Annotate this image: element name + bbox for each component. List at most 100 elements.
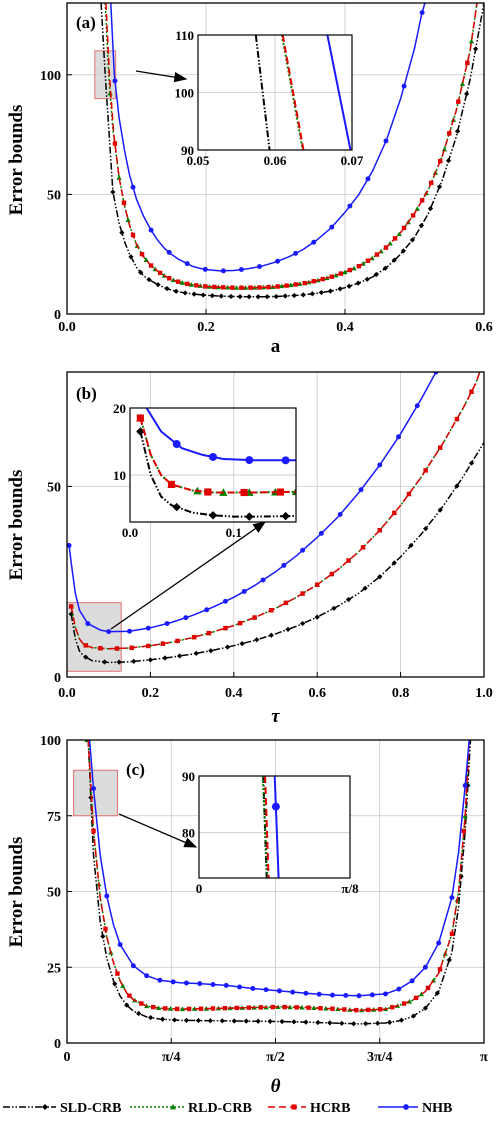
marker-nhb	[347, 203, 353, 209]
zoom-region-box	[66, 602, 122, 672]
marker-sld-crb	[398, 1017, 405, 1023]
series-line-hcrb	[87, 740, 470, 1012]
marker-hcrb	[157, 270, 163, 276]
marker-hcrb	[469, 389, 474, 394]
marker-rld-crb	[116, 175, 122, 180]
marker-hcrb	[392, 510, 397, 516]
marker-sld-crb	[291, 1019, 297, 1025]
marker-hcrb	[258, 1005, 264, 1010]
inset-series-line-hcrb	[264, 776, 270, 878]
marker-hcrb	[447, 131, 452, 136]
zoom-region-box	[94, 50, 117, 100]
marker-nhb	[223, 982, 229, 988]
marker-hcrb	[185, 281, 190, 287]
marker-sld-crb	[291, 292, 297, 299]
y-tick-label: 0	[54, 308, 61, 323]
inset-marker-sld-crb	[245, 512, 254, 521]
marker-rld-crb	[155, 1005, 162, 1011]
marker-hcrb	[248, 285, 253, 290]
legend-item-sld-crb: SLD-CRB	[3, 1101, 121, 1116]
inset-series-group	[261, 776, 280, 878]
marker-nhb	[330, 992, 335, 998]
y-tick-label: 100	[40, 69, 61, 84]
inset-frame	[197, 34, 353, 151]
marker-nhb	[183, 615, 189, 621]
marker-sld-crb	[208, 648, 214, 654]
marker-sld-crb	[362, 585, 368, 591]
marker-hcrb	[454, 416, 460, 422]
marker-sld-crb	[68, 611, 74, 617]
marker-sld-crb	[219, 1018, 225, 1024]
marker-hcrb	[163, 1006, 168, 1011]
inset-series-line-hcrb	[139, 417, 296, 494]
marker-sld-crb	[423, 526, 429, 532]
marker-hcrb	[175, 638, 180, 644]
marker-nhb	[220, 268, 226, 274]
marker-sld-crb	[148, 1014, 154, 1021]
marker-sld-crb	[218, 293, 224, 299]
marker-nhb	[281, 562, 287, 568]
marker-nhb	[91, 786, 97, 791]
marker-nhb	[300, 547, 306, 553]
marker-hcrb	[410, 213, 416, 218]
inset-y-tick-label: 110	[175, 28, 194, 43]
marker-hcrb	[311, 279, 316, 284]
marker-hcrb	[166, 276, 172, 281]
marker-sld-crb	[282, 293, 288, 299]
marker-sld-crb	[446, 957, 452, 963]
inset-x-tick-label: 0.05	[187, 153, 210, 168]
marker-sld-crb	[473, 46, 479, 52]
marker-hcrb	[365, 258, 371, 263]
marker-nhb	[422, 964, 428, 970]
marker-nhb	[318, 530, 324, 536]
marker-sld-crb	[193, 650, 199, 656]
marker-nhb	[365, 176, 371, 182]
marker-hcrb	[121, 200, 127, 205]
inset-series-group	[254, 35, 352, 150]
legend-marker	[170, 1104, 176, 1110]
marker-nhb	[104, 893, 110, 899]
marker-hcrb	[175, 279, 181, 284]
marker-hcrb	[438, 158, 443, 164]
marker-hcrb	[338, 271, 344, 276]
marker-hcrb	[186, 1006, 192, 1012]
marker-hcrb	[129, 645, 134, 651]
marker-nhb	[210, 982, 216, 987]
inset-marker-sld-crb	[281, 511, 290, 521]
marker-hcrb	[114, 646, 120, 651]
inset-series-line-rld-crb	[261, 776, 269, 878]
marker-hcrb	[230, 285, 235, 290]
marker-sld-crb	[228, 293, 234, 300]
y-tick-label: 25	[47, 961, 61, 976]
zoom-arrow	[110, 521, 267, 630]
marker-hcrb	[139, 251, 145, 257]
inset-series-line-sld-crb	[254, 35, 271, 150]
inset: 0.05 0.06 0.07 90 100 110	[175, 28, 364, 168]
marker-nhb	[419, 10, 425, 16]
marker-nhb	[383, 991, 389, 997]
marker-sld-crb	[434, 990, 440, 996]
marker-sld-crb	[436, 184, 443, 190]
marker-sld-crb	[400, 248, 406, 254]
marker-nhb	[260, 577, 266, 583]
marker-nhb	[377, 462, 383, 468]
x-tick-label: 0.2	[142, 686, 160, 701]
marker-sld-crb	[409, 237, 416, 243]
inset-frame	[198, 775, 351, 879]
marker-hcrb	[146, 643, 151, 649]
marker-nhb	[145, 625, 151, 631]
marker-sld-crb	[363, 1021, 369, 1027]
marker-hcrb	[222, 1005, 228, 1011]
marker-nhb	[311, 239, 317, 245]
marker-nhb	[462, 782, 468, 788]
marker-hcrb	[366, 1007, 371, 1013]
marker-nhb	[238, 267, 244, 273]
marker-sld-crb	[264, 294, 270, 300]
marker-sld-crb	[391, 257, 397, 263]
marker-rld-crb	[233, 285, 240, 290]
marker-sld-crb	[162, 655, 168, 661]
zoom-arrow	[135, 70, 188, 83]
marker-hcrb	[284, 283, 289, 288]
marker-hcrb	[374, 252, 380, 257]
